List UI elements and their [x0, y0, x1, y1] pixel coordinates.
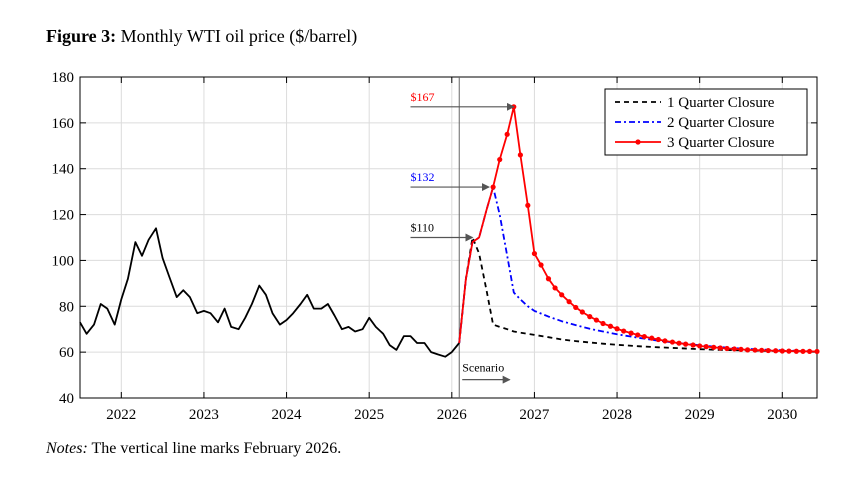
series-3-quarter-marker	[587, 314, 593, 320]
plot-frame	[79, 76, 818, 399]
series-3-quarter-marker	[703, 344, 709, 350]
series-1-quarter-closure	[458, 236, 818, 353]
y-tick-label: 80	[59, 299, 74, 315]
series-3-quarter-marker	[497, 156, 503, 163]
series-3-quarter-marker	[614, 326, 620, 332]
series-3-quarter-marker	[724, 345, 730, 352]
series-3-quarter-marker	[621, 328, 627, 334]
figure-notes: Notes: The vertical line marks February …	[46, 440, 341, 458]
figure-title-text: Monthly WTI oil price ($/barrel)	[120, 26, 358, 46]
x-tick-label: 2025	[354, 407, 384, 423]
price-peak-label: $110	[410, 221, 434, 235]
legend-label: 3 Quarter Closure	[667, 135, 775, 151]
series-3-quarter-marker	[504, 131, 510, 137]
x-tick-label: 2023	[189, 407, 219, 423]
y-tick-label: 100	[52, 253, 75, 269]
x-tick-label: 2028	[602, 407, 632, 423]
x-tick-label: 2022	[106, 407, 136, 423]
series-3-quarter-marker	[717, 345, 723, 351]
series-3-quarter-marker	[786, 348, 792, 354]
series-3-quarter-marker	[697, 343, 703, 349]
series-3-quarter-marker	[806, 348, 813, 355]
series-3-quarter-marker	[752, 347, 758, 353]
legend-label: 1 Quarter Closure	[667, 95, 775, 111]
series-3-quarter-marker	[552, 285, 558, 291]
series-3-quarter-marker	[779, 348, 785, 354]
series-3-quarter-marker	[683, 341, 689, 347]
series-2-quarter-closure	[458, 186, 818, 353]
notes-text: The vertical line marks February 2026.	[91, 440, 342, 457]
series-3-quarter-marker	[690, 342, 696, 348]
series-3-quarter-marker	[793, 348, 799, 354]
series-3-quarter-marker	[800, 348, 806, 354]
legend-label: 2 Quarter Closure	[667, 115, 775, 131]
series-3-quarter-marker	[669, 339, 676, 345]
series-3-quarter-marker	[676, 340, 682, 346]
price-peak-label: $132	[410, 170, 434, 184]
series-3-quarter-marker	[566, 299, 572, 305]
series-3-quarter-marker	[738, 346, 744, 352]
series-3-quarter-marker	[538, 262, 544, 268]
series-3-quarter-marker	[765, 347, 771, 354]
series-3-quarter-marker	[525, 202, 531, 208]
x-tick-label: 2027	[519, 407, 550, 423]
x-tick-label: 2030	[767, 407, 797, 423]
series-3-quarter-marker	[773, 348, 779, 354]
figure-title: Figure 3: Monthly WTI oil price ($/barre…	[46, 26, 357, 47]
x-tick-label: 2029	[685, 407, 715, 423]
y-tick-label: 120	[52, 208, 75, 224]
series-3-quarter-marker	[759, 347, 765, 353]
series-3-quarter-marker	[814, 348, 820, 355]
y-tick-label: 180	[52, 70, 75, 86]
series-3-quarter-marker	[579, 309, 585, 315]
series-3-quarter-marker	[635, 332, 641, 338]
series-3-quarter-marker	[490, 184, 496, 190]
series-3-quarter-marker	[711, 344, 717, 350]
y-tick-label: 140	[52, 162, 75, 178]
series-3-quarter-marker	[628, 330, 634, 336]
x-tick-label: 2026	[437, 407, 468, 423]
series-historical	[79, 227, 460, 358]
y-tick-label: 160	[52, 116, 75, 132]
series-3-quarter-marker	[517, 152, 523, 158]
series-3-quarter-marker	[531, 250, 538, 257]
series-3-quarter-marker	[662, 338, 668, 344]
series-3-quarter-marker	[607, 323, 614, 329]
series-3-quarter-marker	[641, 333, 647, 340]
series-3-quarter-marker	[600, 320, 606, 327]
scenario-label: Scenario	[462, 361, 504, 375]
series-3-quarter-marker	[559, 292, 565, 298]
figure-label: Figure 3:	[46, 26, 117, 46]
series-3-quarter-marker	[731, 346, 737, 352]
series-3-quarter-marker	[545, 276, 552, 282]
series-3-quarter-marker	[655, 336, 661, 343]
y-tick-label: 60	[59, 345, 74, 361]
price-peak-label: $167	[410, 90, 434, 104]
series-3-quarter-marker	[649, 335, 655, 341]
series-3-quarter-marker	[744, 347, 751, 353]
x-tick-label: 2024	[272, 407, 303, 423]
series-3-quarter-marker	[593, 317, 599, 323]
legend-marker	[635, 139, 641, 145]
y-tick-label: 40	[59, 391, 74, 407]
notes-label: Notes:	[46, 440, 88, 457]
series-3-quarter-marker	[573, 304, 579, 311]
